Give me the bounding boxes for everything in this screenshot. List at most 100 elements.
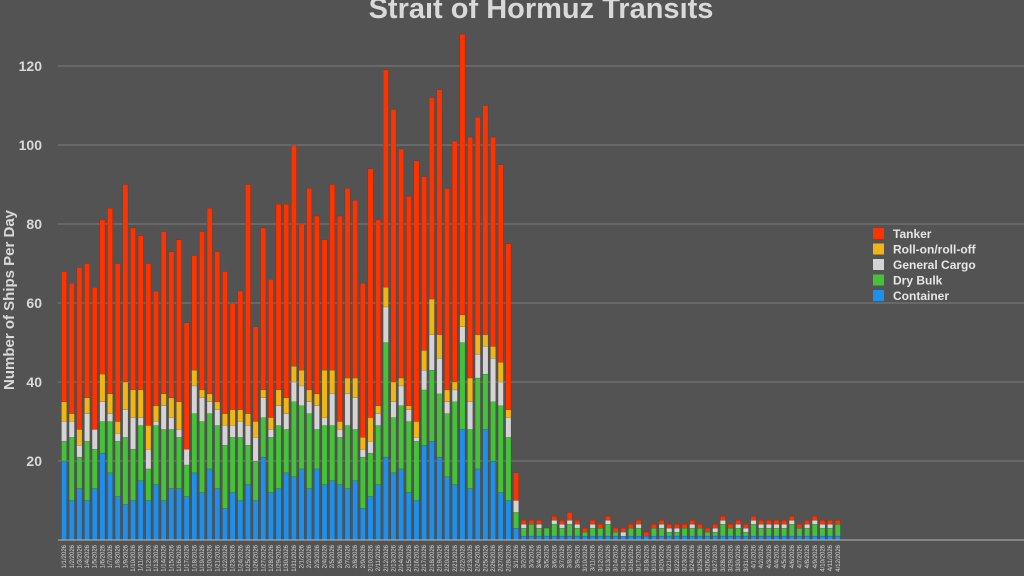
x-tick-label: 1/2/2026 xyxy=(70,544,76,568)
bar-segment-roll-on-roll-off xyxy=(314,393,320,406)
x-tick-label: 3/20/2026 xyxy=(660,544,666,571)
bar-segment-tanker xyxy=(107,207,113,395)
bar-segment-tanker xyxy=(153,290,159,406)
bar-segment-roll-on-roll-off xyxy=(130,389,136,418)
bar-segment-roll-on-roll-off xyxy=(191,369,198,387)
x-tick-label: 3/14/2026 xyxy=(614,544,620,571)
x-tick-label: 3/9/2026 xyxy=(575,544,581,568)
x-tick-label: 1/26/2026 xyxy=(254,544,260,571)
bar-segment-general-cargo xyxy=(321,417,328,426)
bar-segment-dry-bulk xyxy=(428,369,435,442)
y-tick-label: 60 xyxy=(26,295,42,311)
bar-segment-general-cargo xyxy=(367,441,374,454)
bar-segment-tanker xyxy=(536,520,542,525)
bar-segment-dry-bulk xyxy=(168,429,175,489)
bar-segment-tanker xyxy=(727,524,734,529)
bar-segment-general-cargo xyxy=(674,527,680,533)
x-tick-label: 1/23/2026 xyxy=(231,544,237,571)
bar-segment-roll-on-roll-off xyxy=(352,377,358,398)
bar-segment-container xyxy=(804,535,810,541)
y-tick-label: 40 xyxy=(26,374,42,390)
bar-segment-tanker xyxy=(298,223,305,371)
x-tick-label: 3/29/2026 xyxy=(729,544,735,571)
bar-segment-general-cargo xyxy=(153,421,159,426)
bar-segment-dry-bulk xyxy=(291,401,297,478)
x-tick-label: 3/3/2026 xyxy=(529,544,535,568)
bar-segment-container xyxy=(681,535,688,541)
bar-segment-tanker xyxy=(781,520,787,525)
x-tick-label: 1/6/2026 xyxy=(100,544,106,568)
bar-segment-tanker xyxy=(352,200,358,379)
bar-segment-dry-bulk xyxy=(727,527,734,537)
bar-segment-general-cargo xyxy=(750,520,757,525)
x-tick-label: 1/30/2026 xyxy=(284,544,290,571)
legend-swatch xyxy=(873,274,884,286)
bar-segment-tanker xyxy=(436,89,443,335)
bar-segment-tanker xyxy=(804,520,810,525)
bar-segment-dry-bulk xyxy=(781,527,787,537)
bar-segment-container xyxy=(252,500,259,541)
bar-segment-dry-bulk xyxy=(390,417,397,474)
x-tick-label: 3/12/2026 xyxy=(598,544,604,571)
bar-segment-dry-bulk xyxy=(796,527,803,537)
bar-segment-container xyxy=(61,460,67,541)
bar-segment-roll-on-roll-off xyxy=(76,429,83,446)
bar-segment-container xyxy=(497,492,504,541)
bar-segment-general-cargo xyxy=(337,429,343,438)
bar-segment-container xyxy=(520,535,527,541)
bar-segment-general-cargo xyxy=(451,389,458,402)
bar-segment-container xyxy=(834,535,841,541)
bar-segment-tanker xyxy=(183,322,190,450)
bar-segment-dry-bulk xyxy=(375,425,381,485)
x-tick-label: 2/4/2026 xyxy=(323,544,329,568)
bar-segment-container xyxy=(643,535,650,541)
x-tick-label: 3/10/2026 xyxy=(583,544,589,571)
x-tick-label: 1/22/2026 xyxy=(223,544,229,571)
x-tick-label: 2/22/2026 xyxy=(460,544,466,571)
bar-segment-general-cargo xyxy=(497,381,504,406)
legend-label: General Cargo xyxy=(893,258,976,272)
bar-segment-container xyxy=(574,535,581,541)
bar-segment-tanker xyxy=(712,524,718,529)
bar-segment-tanker xyxy=(551,516,558,521)
bar-segment-roll-on-roll-off xyxy=(229,409,236,426)
bar-segment-general-cargo xyxy=(283,413,290,430)
bar-segment-tanker xyxy=(444,188,450,391)
bar-segment-general-cargo xyxy=(666,527,673,533)
bar-segment-container xyxy=(344,488,351,541)
bar-segment-container xyxy=(283,472,290,541)
legend-swatch xyxy=(873,228,884,239)
bar-segment-dry-bulk xyxy=(467,429,473,489)
bar-segment-general-cargo xyxy=(84,413,90,442)
bar-segment-dry-bulk xyxy=(321,425,328,485)
bar-segment-container xyxy=(444,476,450,541)
bar-segment-general-cargo xyxy=(789,520,795,525)
bar-segment-dry-bulk xyxy=(520,527,527,537)
bar-segment-container xyxy=(337,484,343,541)
bars xyxy=(61,34,841,541)
y-axis-label: Number of Ships Per Day xyxy=(1,209,18,390)
bar-segment-roll-on-roll-off xyxy=(436,334,443,359)
bar-segment-dry-bulk xyxy=(697,527,703,537)
bar-segment-container xyxy=(383,456,389,541)
bar-segment-dry-bulk xyxy=(421,389,427,446)
x-tick-label: 3/6/2026 xyxy=(552,544,558,568)
bar-segment-dry-bulk xyxy=(329,425,336,481)
bar-segment-general-cargo xyxy=(275,405,282,426)
bar-segment-general-cargo xyxy=(206,401,213,414)
bar-segment-container xyxy=(743,535,749,541)
bar-segment-tanker xyxy=(145,263,152,426)
bar-segment-general-cargo xyxy=(314,405,320,430)
y-tick-label: 100 xyxy=(19,137,43,153)
bar-segment-dry-bulk xyxy=(222,445,228,509)
bar-segment-tanker xyxy=(68,283,75,414)
bar-segment-container xyxy=(268,492,274,541)
bar-segment-tanker xyxy=(697,524,703,529)
bar-segment-tanker xyxy=(222,271,228,414)
bar-segment-general-cargo xyxy=(145,448,152,470)
x-tick-label: 3/30/2026 xyxy=(736,544,742,571)
bar-segment-dry-bulk xyxy=(214,425,221,489)
x-tick-label: 4/4/2026 xyxy=(774,544,780,568)
x-tick-label: 1/12/2026 xyxy=(146,544,152,571)
bar-segment-container xyxy=(766,535,772,541)
